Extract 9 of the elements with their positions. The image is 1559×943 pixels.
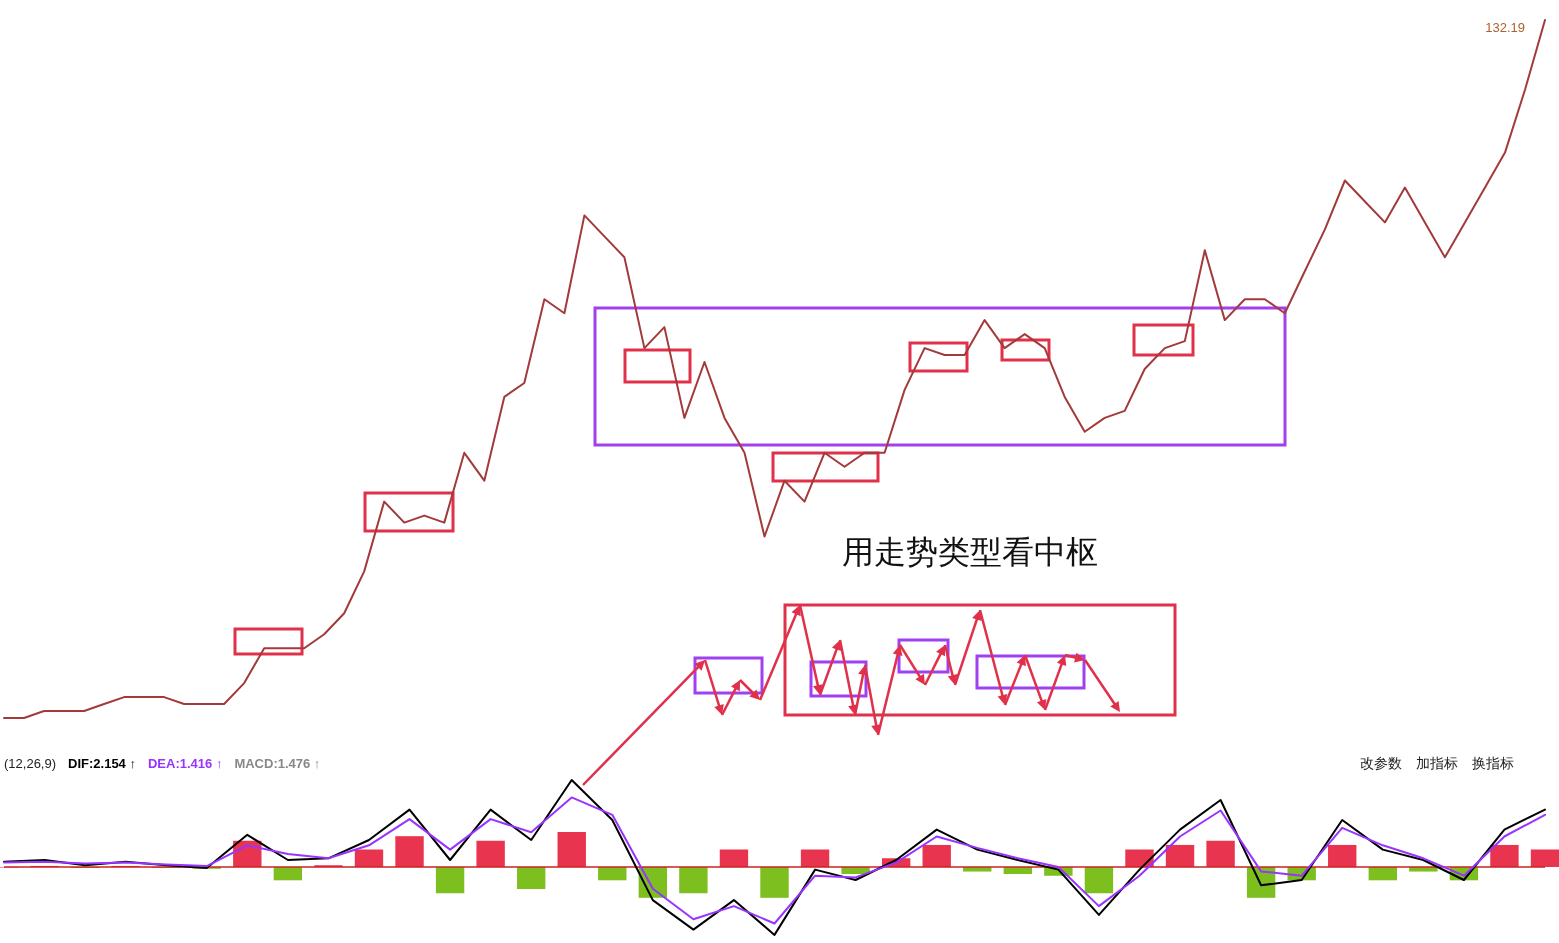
annotation: 用走势类型看中枢: [842, 534, 1098, 570]
text: 加指标: [1416, 755, 1458, 771]
text: DIF:2.154 ↑: [68, 756, 136, 771]
text: 改参数: [1360, 755, 1402, 771]
text: MACD:1.476 ↑: [234, 756, 321, 771]
annotation: 132.19: [1485, 20, 1525, 35]
text: 换指标: [1472, 755, 1514, 771]
text: DEA:1.416 ↑: [147, 756, 223, 771]
text: (12,26,9): [4, 756, 57, 771]
